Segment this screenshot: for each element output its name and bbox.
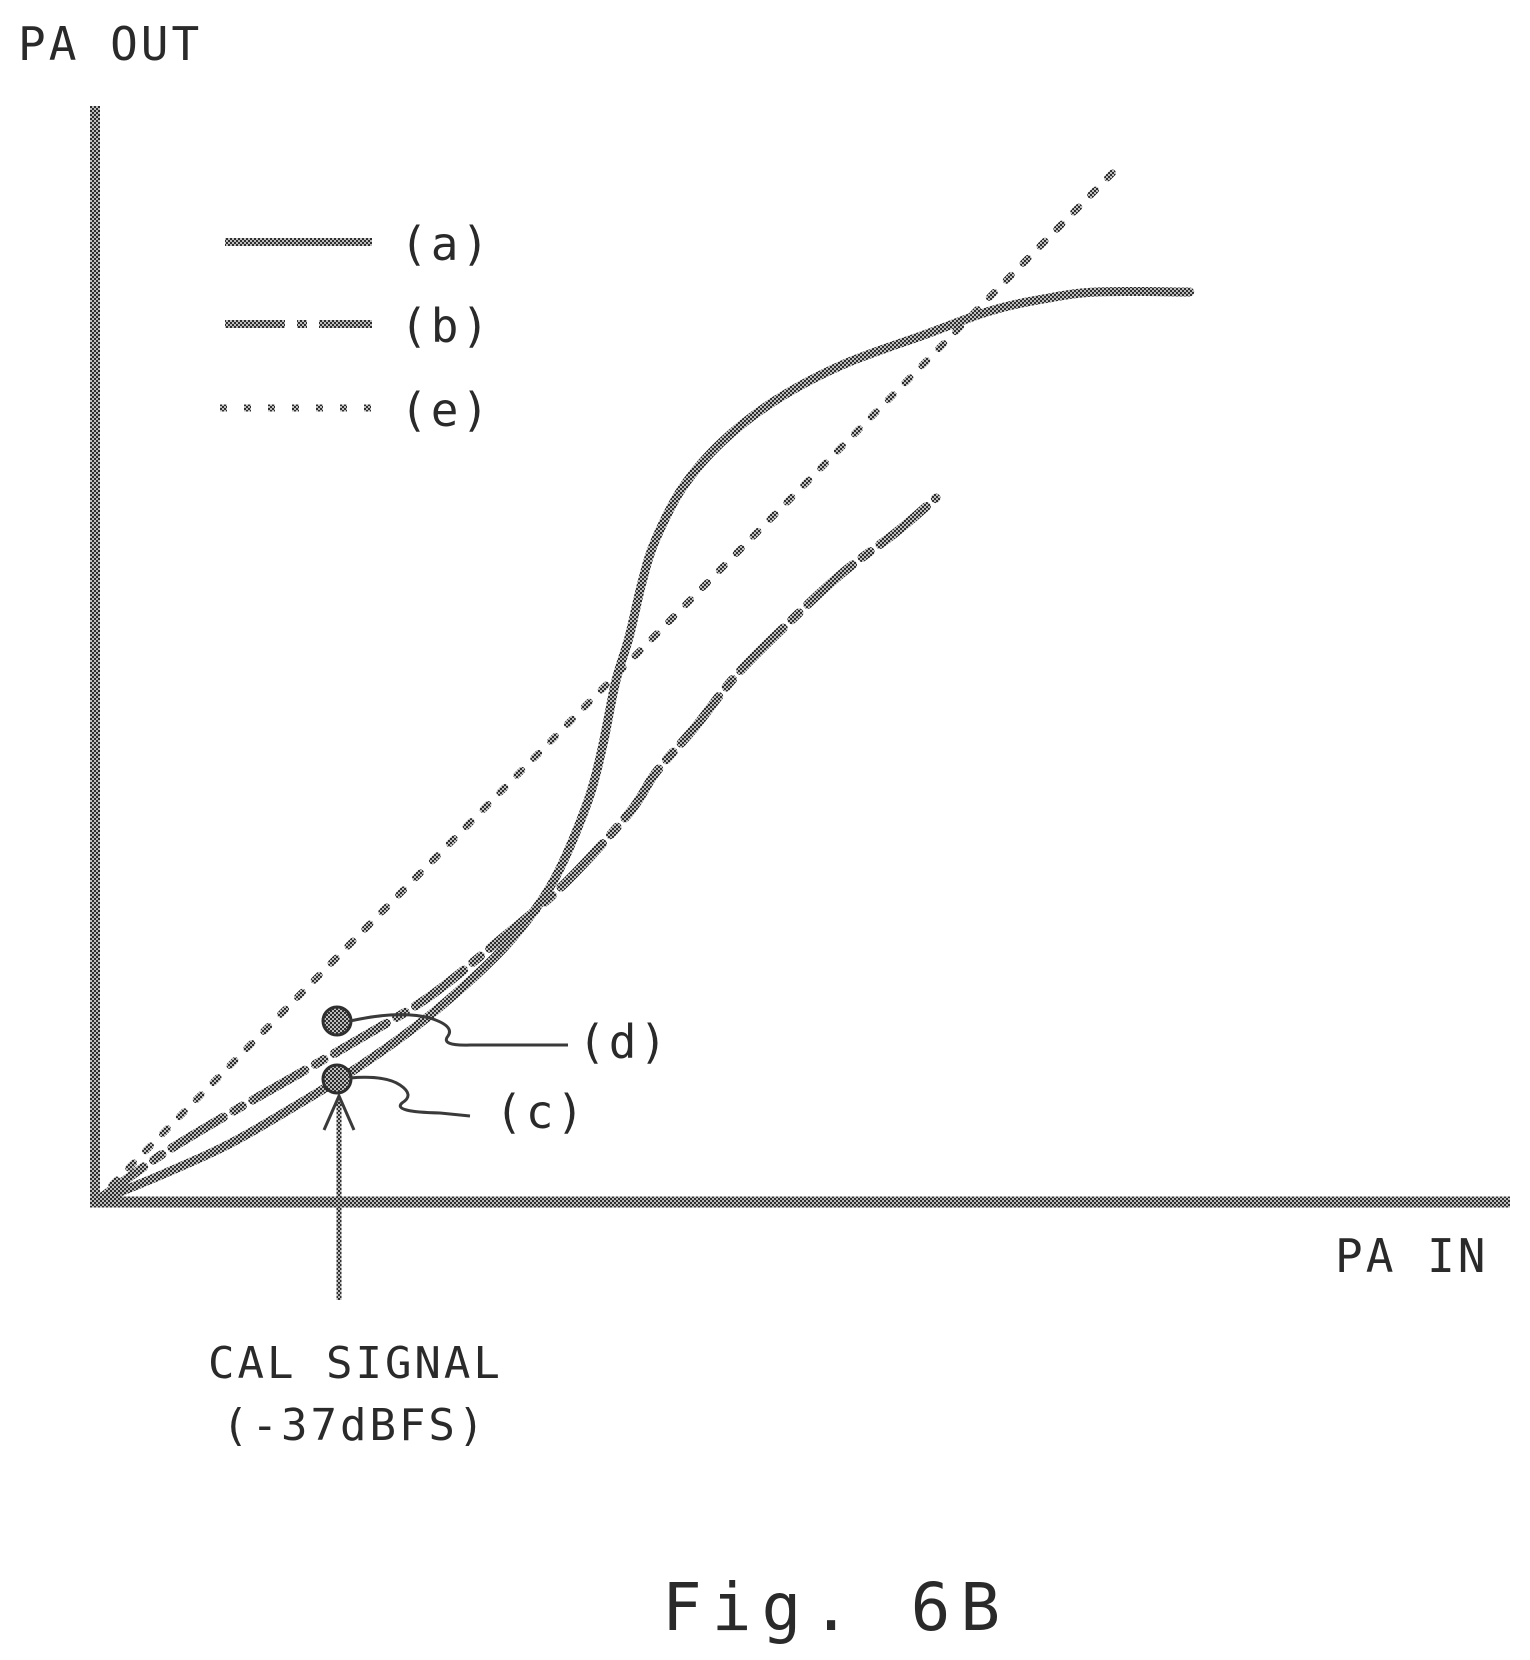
annotation-label-d: (d)	[578, 1015, 670, 1069]
point-d-marker	[321, 1005, 353, 1037]
figure-caption: Fig. 6B	[662, 1569, 1010, 1646]
leader-line-d	[349, 1013, 568, 1047]
cal-signal-level: (-37dBFS)	[222, 1400, 487, 1451]
annotation-label-c: (c)	[495, 1085, 587, 1139]
series-line-b	[90, 493, 941, 1207]
cal-signal-arrow-head	[322, 1092, 356, 1131]
legend: (a) (b) (e)	[220, 217, 492, 437]
series-line-e	[91, 168, 1118, 1206]
leader-line-c	[349, 1075, 471, 1118]
point-c-marker	[321, 1063, 353, 1095]
legend-label-a: (a)	[400, 217, 492, 271]
y-axis-title: PA OUT	[18, 17, 202, 71]
legend-label-e: (e)	[400, 383, 492, 437]
x-axis-title: PA IN	[1335, 1229, 1488, 1283]
cal-signal-label: CAL SIGNAL	[208, 1338, 503, 1389]
legend-label-b: (b)	[400, 299, 492, 353]
